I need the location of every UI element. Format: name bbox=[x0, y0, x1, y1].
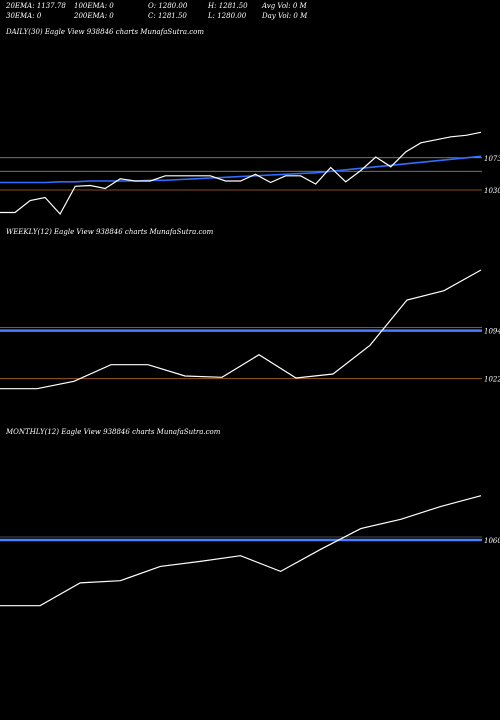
daily-level-label-0: 1073 bbox=[484, 155, 500, 163]
header-open: O: 1280.00 bbox=[148, 2, 188, 10]
daily-chart-title: DAILY(30) Eagle View 938846 charts Munaf… bbox=[6, 28, 205, 36]
header-high: H: 1281.50 bbox=[208, 2, 248, 10]
weekly-level-label-1: 1022 bbox=[484, 376, 500, 384]
monthly-chart-title: MONTHLY(12) Eagle View 938846 charts Mun… bbox=[6, 428, 221, 436]
header-ema100: 100EMA: 0 bbox=[74, 2, 114, 10]
daily-level-label-2: 1030 bbox=[484, 187, 500, 195]
header-low: L: 1280.00 bbox=[208, 12, 247, 20]
weekly-chart-title: WEEKLY(12) Eagle View 938846 charts Muna… bbox=[6, 228, 214, 236]
header-day-vol: Day Vol: 0 M bbox=[262, 12, 308, 20]
header-ema200: 200EMA: 0 bbox=[74, 12, 114, 20]
header-ema20: 20EMA: 1137.78 bbox=[6, 2, 66, 10]
header-close: C: 1281.50 bbox=[148, 12, 187, 20]
monthly-price-line bbox=[0, 495, 482, 607]
weekly-price-line bbox=[0, 269, 482, 390]
weekly-level-label-0: 1094 bbox=[484, 328, 500, 336]
daily-ema-line bbox=[0, 155, 482, 184]
header-avg-vol: Avg Vol: 0 M bbox=[262, 2, 307, 10]
daily-price-line bbox=[0, 131, 482, 216]
monthly-level-label-0: 1060 bbox=[484, 537, 500, 545]
header-ema30: 30EMA: 0 bbox=[6, 12, 42, 20]
